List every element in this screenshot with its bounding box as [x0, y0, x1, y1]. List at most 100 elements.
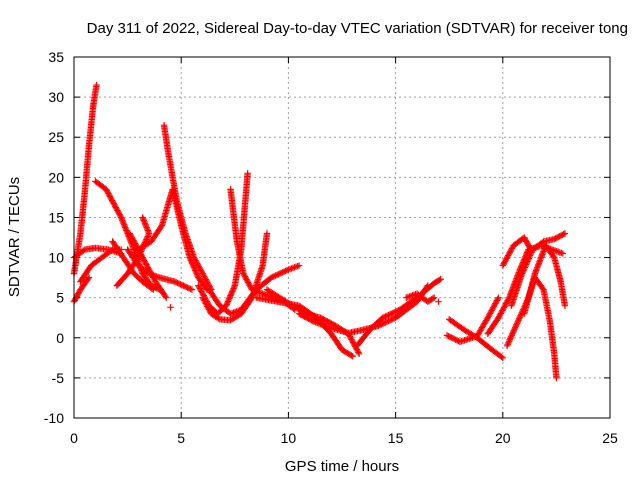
data-point [486, 310, 494, 317]
data-point [199, 291, 207, 298]
data-point [278, 269, 285, 277]
data-point [452, 336, 459, 343]
data-point [519, 268, 526, 276]
data-point [436, 276, 443, 284]
data-point [500, 260, 507, 268]
data-point [226, 293, 234, 301]
data-point [494, 295, 501, 303]
y-tick-label: 30 [48, 89, 64, 105]
data-point [388, 310, 395, 317]
data-point [445, 332, 452, 340]
data-point [513, 321, 520, 328]
data-point [149, 272, 156, 280]
data-point [347, 334, 354, 342]
data-point [355, 349, 362, 356]
series-arc-1 [70, 81, 100, 277]
data-point [263, 230, 271, 237]
data-point [202, 295, 209, 302]
data-point [348, 352, 355, 359]
data-point [171, 278, 178, 285]
data-point [499, 262, 506, 269]
data-point [202, 285, 210, 292]
data-point [523, 259, 530, 267]
data-point [116, 211, 123, 218]
data-point [521, 264, 528, 271]
data-point [429, 295, 437, 302]
data-point [382, 319, 389, 326]
series-arc-11 [135, 186, 211, 293]
data-point [282, 267, 289, 275]
data-point [488, 307, 495, 314]
data-point [114, 207, 121, 214]
data-point [499, 307, 506, 314]
data-point [224, 298, 232, 305]
data-point [115, 210, 123, 217]
data-point [141, 258, 149, 266]
x-ticks: 0 5 10 15 20 25 [70, 57, 618, 446]
data-point [184, 284, 191, 291]
data-point [435, 298, 442, 305]
data-point [148, 285, 156, 292]
data-point [128, 234, 136, 241]
data-point [509, 330, 516, 337]
data-point [446, 333, 454, 340]
data-point [380, 319, 388, 327]
series-arc-20 [353, 276, 444, 349]
x-tick-label: 0 [70, 430, 78, 446]
y-tick-label: 25 [48, 129, 64, 145]
data-point [504, 341, 511, 348]
data-point [504, 253, 511, 261]
data-point [503, 298, 511, 306]
data-point [108, 197, 116, 204]
data-point [107, 194, 114, 201]
data-point [126, 230, 133, 237]
data-point [508, 246, 515, 254]
data-point [393, 307, 401, 315]
data-point [379, 320, 386, 327]
x-tick-label: 10 [281, 430, 297, 446]
data-point [501, 258, 509, 265]
data-point [283, 267, 291, 274]
data-point [437, 276, 444, 283]
data-point [129, 235, 136, 243]
data-point [453, 337, 461, 344]
data-point [485, 313, 492, 320]
x-tick-label: 5 [177, 430, 185, 446]
data-point [109, 198, 117, 206]
data-point [167, 304, 174, 311]
data-point [385, 311, 392, 319]
data-point [496, 313, 503, 320]
data-point [389, 315, 396, 323]
data-point [172, 279, 180, 286]
data-point [392, 308, 399, 315]
data-point [183, 283, 190, 291]
data-point [525, 255, 532, 262]
data-point [511, 324, 519, 331]
x-tick-label: 25 [602, 430, 618, 446]
data-point [131, 240, 139, 247]
data-point [524, 258, 531, 265]
data-point [230, 285, 237, 292]
data-point [538, 239, 546, 246]
series-arc-29 [499, 234, 534, 269]
data-point [193, 270, 200, 277]
series-arc-24 [446, 316, 506, 362]
data-point [215, 315, 222, 322]
data-point [186, 254, 193, 261]
data-point [178, 281, 186, 289]
data-point [157, 223, 165, 231]
data-point [117, 212, 124, 220]
data-point [499, 305, 507, 313]
data-point [175, 280, 183, 287]
data-point [524, 256, 532, 264]
data-point [528, 249, 535, 256]
series-arc-2 [70, 274, 93, 305]
data-point [495, 294, 502, 301]
data-point [131, 238, 138, 246]
data-point [512, 323, 519, 330]
data-point [448, 334, 455, 341]
y-tick-label: 5 [56, 290, 64, 306]
data-point [117, 246, 125, 253]
data-point [502, 301, 509, 309]
